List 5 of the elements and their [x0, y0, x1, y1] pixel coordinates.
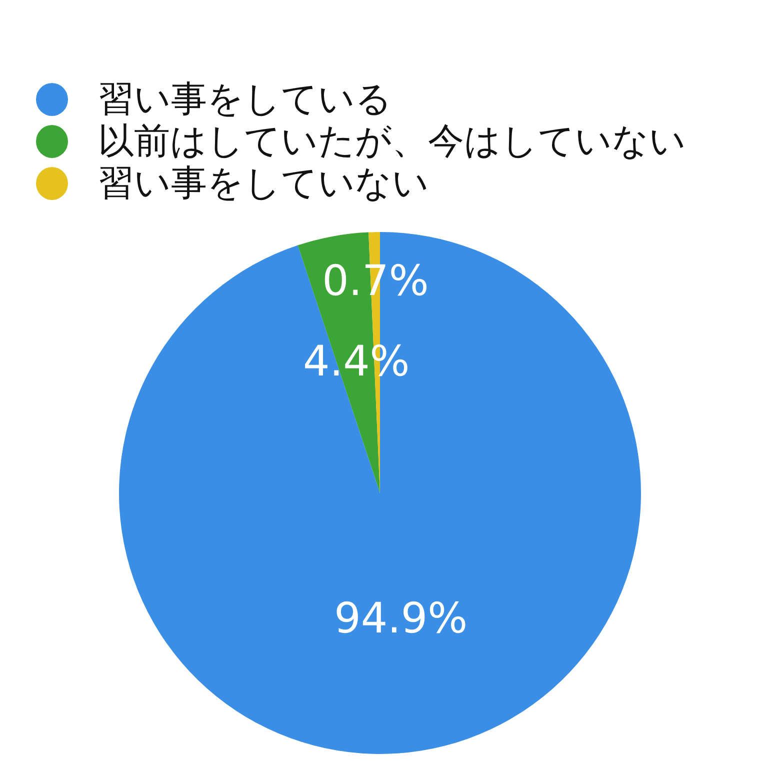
data-label: 94.9% [334, 594, 468, 643]
legend-label: 習い事をしている [98, 78, 392, 120]
data-label: 0.7% [322, 256, 429, 306]
legend-label: 習い事をしていない [98, 162, 429, 204]
legend-label: 以前はしていたが、今はしていない [98, 120, 686, 162]
